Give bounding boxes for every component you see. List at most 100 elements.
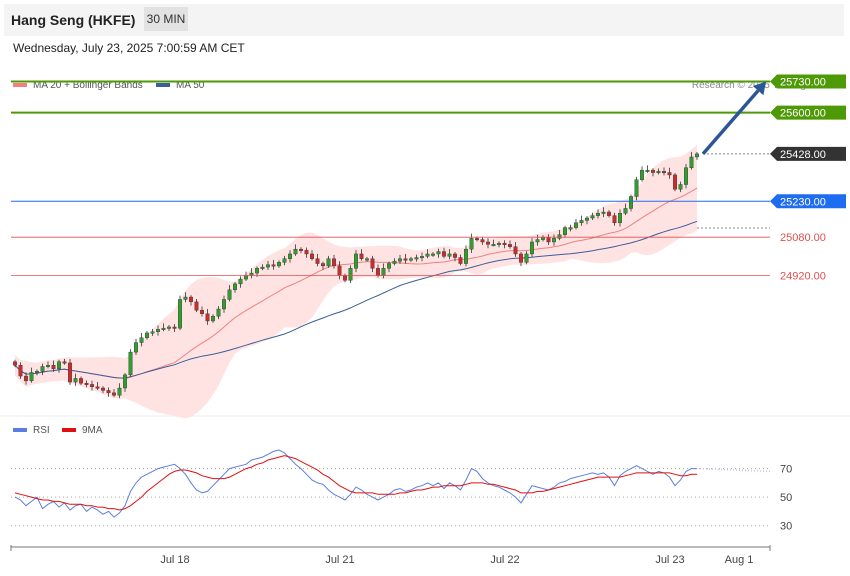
- timeframe-button[interactable]: 30 MIN: [144, 7, 188, 31]
- candle-body: [436, 251, 441, 255]
- rsi-ma-swatch-icon: [62, 428, 76, 433]
- ma50-swatch-icon: [156, 83, 170, 88]
- candle: [524, 251, 529, 265]
- legend-rsi-ma-label: 9MA: [82, 425, 103, 436]
- candle: [453, 252, 457, 262]
- candle-body: [233, 283, 237, 291]
- level-tag: [770, 105, 846, 120]
- candle-body: [326, 258, 331, 267]
- candle: [689, 152, 694, 170]
- candle-body: [227, 289, 232, 300]
- candle: [13, 359, 17, 368]
- legend-ma20: MA 20 + Bollinger Bands: [13, 80, 143, 91]
- candle-body: [425, 253, 430, 257]
- candle-body: [607, 211, 611, 216]
- candle-body: [101, 387, 105, 391]
- candle-body: [337, 265, 342, 276]
- candle-body: [161, 327, 166, 330]
- candle: [612, 212, 617, 226]
- candle-body: [464, 248, 468, 264]
- candle-body: [304, 250, 309, 255]
- candle-body: [381, 268, 386, 276]
- candle-body: [348, 268, 353, 281]
- candle-body: [205, 313, 210, 322]
- candle: [535, 234, 540, 246]
- candle-body: [574, 222, 578, 228]
- candle-body: [84, 383, 89, 385]
- legend-rsi-ma: 9MA: [62, 425, 103, 436]
- candle-body: [73, 378, 78, 383]
- candle: [684, 163, 688, 189]
- candle-body: [387, 263, 391, 269]
- candle-body: [178, 299, 182, 329]
- candle: [304, 247, 309, 258]
- candle-body: [414, 257, 419, 260]
- candle: [519, 252, 523, 267]
- candle-body: [95, 386, 100, 389]
- level-label: 24920.00: [780, 270, 826, 282]
- legend-ma20-label: MA 20 + Bollinger Bands: [33, 80, 143, 91]
- level-tag: [770, 74, 846, 89]
- candle: [497, 241, 501, 248]
- candle: [420, 252, 424, 262]
- candle-body: [365, 258, 369, 261]
- candle: [370, 255, 375, 273]
- candle: [189, 295, 193, 306]
- candle-body: [673, 174, 677, 190]
- candle-body: [634, 179, 639, 197]
- candle-body: [13, 361, 17, 366]
- candle-body: [134, 342, 138, 353]
- candle-body: [90, 384, 94, 388]
- candle-body: [222, 299, 226, 310]
- candle-body: [579, 220, 584, 224]
- candle-body: [623, 208, 628, 214]
- candle-body: [106, 390, 111, 394]
- candle: [365, 256, 369, 262]
- candle-body: [651, 169, 655, 173]
- candle: [502, 240, 507, 249]
- candle-body: [200, 310, 204, 315]
- candle-body: [40, 366, 45, 372]
- candle: [260, 264, 265, 271]
- candle: [667, 167, 672, 179]
- candle-body: [458, 257, 463, 264]
- candle: [101, 386, 105, 394]
- candle: [321, 261, 325, 270]
- candle: [662, 167, 666, 176]
- candle: [139, 332, 144, 347]
- candle: [24, 372, 28, 385]
- candle-body: [24, 375, 28, 382]
- candle: [629, 194, 633, 212]
- candle-body: [519, 253, 523, 263]
- candle: [398, 254, 402, 264]
- legend-rsi: RSI: [13, 425, 50, 436]
- candle-body: [167, 326, 171, 329]
- candle-body: [145, 332, 149, 338]
- candle: [656, 168, 661, 175]
- candle: [156, 325, 160, 336]
- candle: [40, 363, 45, 376]
- candle: [178, 295, 182, 331]
- candle-body: [662, 171, 666, 174]
- candle-body: [189, 296, 193, 303]
- rsi-ma-line: [14, 455, 697, 511]
- candle-body: [645, 169, 650, 172]
- candle-body: [321, 263, 325, 267]
- candle-body: [469, 238, 474, 250]
- candle: [73, 373, 78, 386]
- candle: [282, 255, 287, 266]
- candle: [35, 369, 39, 376]
- legend-ma50: MA 50: [156, 80, 204, 91]
- candle: [458, 254, 463, 266]
- level-label: 25080.00: [780, 232, 826, 244]
- rsi-swatch-icon: [13, 428, 27, 433]
- candle-body: [568, 227, 573, 230]
- candle: [436, 248, 441, 258]
- candle: [211, 314, 215, 323]
- candle-body: [508, 244, 512, 247]
- candle: [645, 165, 650, 174]
- candle: [392, 258, 397, 266]
- candle: [205, 309, 210, 325]
- candle: [288, 250, 292, 263]
